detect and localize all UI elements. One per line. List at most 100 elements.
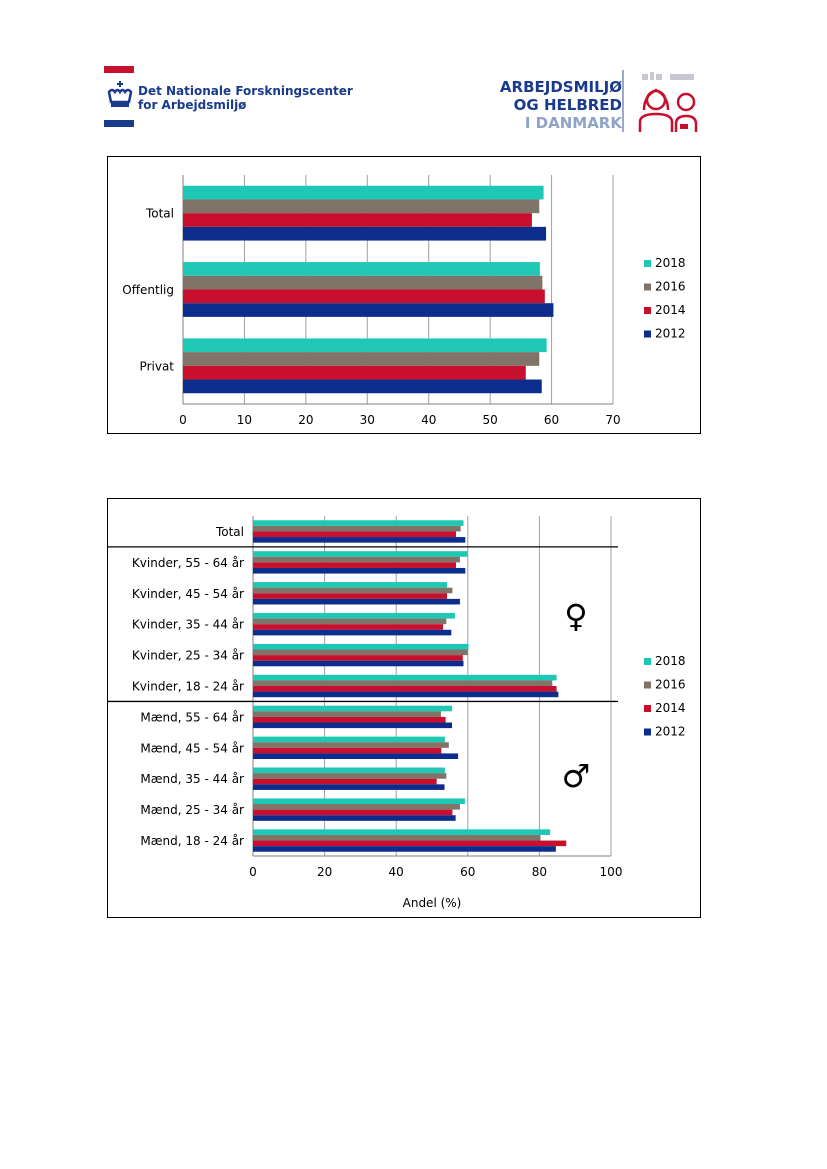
legend-label-2014: 2014 (655, 701, 686, 715)
bar-2016-kvinder-45-54-år (253, 587, 453, 594)
category-label: Mænd, 55 - 64 år (140, 710, 244, 724)
bar-2014-privat (183, 365, 526, 380)
bar-2012-offentlig (183, 303, 554, 317)
category-label: Kvinder, 18 - 24 år (132, 680, 244, 694)
bar-2018-mænd-55-64-år (253, 705, 453, 712)
bar-2012-mænd-18-24-år (253, 846, 556, 852)
category-label: Kvinder, 25 - 34 år (132, 649, 244, 663)
bar-2012-kvinder-18-24-år (253, 691, 559, 698)
bar-2014-kvinder-45-54-år (253, 593, 448, 599)
bar-2016-kvinder-18-24-år (253, 680, 553, 686)
bar-2016-privat (183, 352, 540, 366)
bar-2016-mænd-25-34-år (253, 804, 460, 810)
bar-2014-mænd-45-54-år (253, 747, 442, 754)
brand-logo: ARBEJDSMILJØ OG HELBRED I DANMARK (494, 66, 714, 136)
bar-2012-mænd-45-54-år (253, 753, 459, 760)
bar-2016-mænd-18-24-år (253, 834, 541, 841)
category-label: Mænd, 45 - 54 år (140, 741, 244, 755)
bar-2014-total (253, 531, 456, 538)
x-tick-label: 80 (532, 865, 547, 879)
brand-text: ARBEJDSMILJØ OG HELBRED I DANMARK (500, 78, 622, 132)
bar-2012-mænd-35-44-år (253, 784, 445, 790)
bar-2014-mænd-35-44-år (253, 778, 437, 785)
legend-swatch-2016 (644, 283, 651, 291)
category-label: Kvinder, 35 - 44 år (132, 618, 244, 632)
bar-2016-mænd-45-54-år (253, 742, 449, 748)
x-tick-label: 100 (600, 865, 623, 879)
legend-swatch-2018 (644, 260, 651, 267)
x-tick-label: 40 (389, 865, 404, 879)
brand-line1: ARBEJDSMILJØ (499, 78, 622, 96)
bar-2016-mænd-55-64-år (253, 711, 441, 717)
legend-swatch-2014 (644, 705, 651, 712)
bar-2014-kvinder-55-64-år (253, 562, 456, 568)
bar-2012-privat (183, 379, 542, 394)
legend-label-2012: 2012 (655, 725, 686, 739)
category-label: Offentlig (122, 283, 174, 297)
bar-2012-kvinder-45-54-år (253, 598, 460, 605)
x-tick-label: 0 (179, 413, 187, 427)
brand-line2: OG HELBRED (513, 96, 622, 114)
bar-2012-mænd-55-64-år (253, 722, 453, 729)
category-label: Mænd, 25 - 34 år (140, 803, 244, 817)
institute-logo: Det Nationale Forskningscenter for Arbej… (104, 64, 353, 130)
bar-2018-offentlig (183, 262, 540, 276)
bar-2016-kvinder-55-64-år (253, 556, 460, 563)
institute-name-line2: for Arbejdsmiljø (138, 98, 247, 112)
category-label: Mænd, 35 - 44 år (140, 772, 244, 786)
category-label: Mænd, 18 - 24 år (140, 834, 244, 848)
flag-blue-bar (104, 120, 134, 127)
x-tick-label: 60 (460, 865, 475, 879)
chart-gender-age: 0 20 40 60 80 100 Total Kvinder, 55 - 64 år Kvin… (107, 498, 701, 918)
x-tick-label: 40 (421, 413, 436, 427)
x-axis-title: Andel (%) (403, 896, 462, 910)
bar-2016-offentlig (183, 275, 543, 290)
x-tick-label: 60 (544, 413, 559, 427)
bar-2018-total (253, 520, 464, 526)
bar-2012-mænd-25-34-år (253, 815, 456, 821)
category-label: Total (215, 525, 244, 539)
bar-2016-total (253, 525, 461, 532)
male-symbol: ♂ (562, 757, 591, 795)
bar-2018-mænd-35-44-år (253, 767, 445, 774)
bar-2018-kvinder-25-34-år (253, 643, 469, 650)
bar-2014-total (183, 213, 532, 227)
chart-sector-svg: 0 10 20 30 40 50 60 70 Total Offentlig Privat 2018 2… (122, 175, 686, 427)
bar-2012-kvinder-55-64-år (253, 567, 466, 574)
legend-label-2012: 2012 (655, 327, 686, 341)
category-label: Privat (140, 359, 175, 373)
bar-2014-mænd-25-34-år (253, 809, 453, 816)
bar-2014-mænd-18-24-år (253, 840, 567, 847)
bar-2018-mænd-25-34-år (253, 798, 465, 805)
female-symbol: ♀ (564, 597, 587, 635)
legend-label-2018: 2018 (655, 654, 686, 668)
bar-2014-mænd-55-64-år (253, 716, 446, 723)
bar-2014-kvinder-18-24-år (253, 686, 557, 692)
brand-divider (622, 70, 624, 132)
bar-2018-kvinder-18-24-år (253, 674, 557, 681)
chart-gender-age-svg: 0 20 40 60 80 100 Total Kvinder, 55 - 64 år Kvin… (108, 516, 686, 910)
brand-line3: I DANMARK (524, 114, 622, 132)
chart-sector: 0 10 20 30 40 50 60 70 Total Offentlig Privat 2018 2… (107, 156, 701, 434)
bar-2018-kvinder-35-44-år (253, 612, 455, 619)
bar-2012-kvinder-25-34-år (253, 660, 464, 667)
legend-label-2016: 2016 (655, 678, 686, 692)
flag-red-bar (104, 66, 134, 73)
x-tick-label: 50 (483, 413, 498, 427)
bar-2014-kvinder-25-34-år (253, 655, 463, 661)
x-tick-label: 70 (605, 413, 620, 427)
bar-2012-total (183, 226, 547, 241)
bar-2014-offentlig (183, 289, 545, 304)
legend-swatch-2018 (644, 658, 651, 665)
x-tick-label: 10 (237, 413, 252, 427)
bar-2016-kvinder-25-34-år (253, 649, 468, 656)
institute-name-line1: Det Nationale Forskningscenter (138, 84, 353, 98)
institute-name: Det Nationale Forskningscenter for Arbej… (138, 84, 353, 112)
bar-2018-mænd-45-54-år (253, 736, 445, 743)
category-label: Kvinder, 55 - 64 år (132, 556, 244, 570)
bar-2012-kvinder-35-44-år (253, 629, 452, 636)
bar-2014-kvinder-35-44-år (253, 624, 444, 630)
legend-swatch-2016 (644, 681, 651, 689)
crown-icon (107, 81, 133, 107)
legend-label-2014: 2014 (655, 303, 686, 317)
